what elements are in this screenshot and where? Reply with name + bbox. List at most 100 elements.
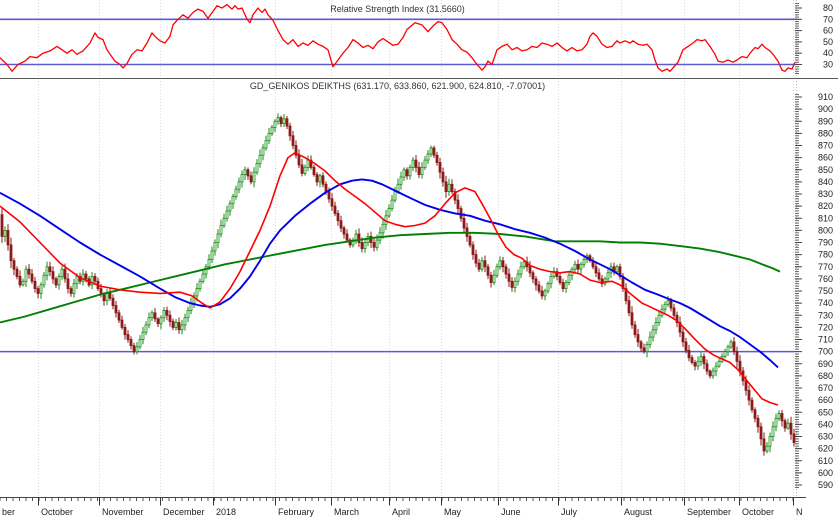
svg-text:830: 830 <box>818 189 833 199</box>
candle-up <box>411 159 415 168</box>
candle-up <box>492 274 496 283</box>
candle-down <box>165 309 169 316</box>
candle-down <box>486 266 490 276</box>
candle-down <box>693 362 697 367</box>
candle-down <box>285 118 289 127</box>
candle-down <box>279 117 283 125</box>
candle-up <box>615 266 619 273</box>
candle-down <box>432 147 436 156</box>
candle-up <box>711 370 715 377</box>
candle-up <box>45 266 49 276</box>
candle-down <box>48 266 52 273</box>
candle-down <box>735 351 739 362</box>
svg-text:910: 910 <box>818 92 833 102</box>
candle-up <box>663 303 667 310</box>
candle-up <box>147 317 151 326</box>
candle-up <box>138 339 142 348</box>
candle-up <box>774 417 778 428</box>
candle-up <box>228 203 232 212</box>
candle-down <box>780 413 784 422</box>
candle-down <box>333 205 337 214</box>
svg-text:April: April <box>392 507 410 517</box>
candle-up <box>516 273 520 282</box>
svg-text:2018: 2018 <box>216 507 236 517</box>
candle-down <box>168 314 172 322</box>
svg-text:590: 590 <box>818 480 833 490</box>
svg-text:July: July <box>561 507 578 517</box>
candle-up <box>522 261 526 268</box>
candle-down <box>504 266 508 275</box>
moving-averages <box>0 152 781 406</box>
svg-text:720: 720 <box>818 322 833 332</box>
candle-up <box>207 259 211 268</box>
candle-up <box>696 360 700 367</box>
candle-down <box>675 314 679 323</box>
candle-up <box>174 322 178 328</box>
svg-text:860: 860 <box>818 153 833 163</box>
candle-up <box>447 183 451 193</box>
svg-text:March: March <box>334 507 359 517</box>
svg-text:660: 660 <box>818 395 833 405</box>
candle-up <box>186 309 190 319</box>
candle-up <box>213 242 217 252</box>
candle-up <box>39 284 43 294</box>
candle-down <box>639 341 643 349</box>
candle-down <box>534 278 538 286</box>
svg-text:630: 630 <box>818 432 833 442</box>
candle-up <box>234 188 238 197</box>
candle-down <box>18 275 22 286</box>
candle-down <box>156 318 160 325</box>
candle-down <box>501 260 505 268</box>
candle-up <box>648 336 652 345</box>
candle-up <box>141 331 145 340</box>
candle-up <box>60 268 64 277</box>
candle-down <box>405 169 409 177</box>
candle-down <box>453 191 457 201</box>
gridlines <box>38 0 797 497</box>
candle-up <box>225 210 229 219</box>
candle-up <box>654 322 658 331</box>
candle-up <box>354 233 358 241</box>
candle-up <box>765 445 769 452</box>
svg-text:50: 50 <box>823 37 833 47</box>
candle-down <box>438 162 442 173</box>
svg-text:790: 790 <box>818 238 833 248</box>
candle-up <box>771 426 775 437</box>
candle-up <box>162 309 166 319</box>
candle-down <box>321 175 325 185</box>
candle-up <box>606 272 610 280</box>
svg-text:November: November <box>102 507 144 517</box>
candle-down <box>618 266 622 277</box>
candle-down <box>315 174 319 183</box>
svg-text:February: February <box>278 507 315 517</box>
svg-text:870: 870 <box>818 141 833 151</box>
candle-up <box>429 147 433 155</box>
candle-down <box>738 360 742 372</box>
svg-text:890: 890 <box>818 116 833 126</box>
candle-down <box>111 297 115 306</box>
candle-up <box>498 260 502 268</box>
svg-text:620: 620 <box>818 444 833 454</box>
candle-down <box>108 292 112 299</box>
candle-down <box>627 300 631 314</box>
candle-down <box>708 370 712 377</box>
candle-up <box>81 273 85 282</box>
candle-up <box>423 159 427 168</box>
candle-down <box>324 183 328 193</box>
candle-up <box>303 166 307 174</box>
candle-down <box>759 426 763 440</box>
candle-down <box>6 229 10 246</box>
candle-down <box>450 183 454 193</box>
candle-up <box>180 324 184 331</box>
candle-up <box>231 195 235 205</box>
candle-up <box>72 283 76 294</box>
candle-up <box>546 283 550 292</box>
candle-down <box>93 275 97 282</box>
candle-down <box>474 254 478 264</box>
svg-text:810: 810 <box>818 213 833 223</box>
candle-down <box>537 284 541 292</box>
candle-up <box>408 166 412 177</box>
candle-up <box>267 132 271 142</box>
candle-down <box>672 307 676 316</box>
svg-text:880: 880 <box>818 128 833 138</box>
